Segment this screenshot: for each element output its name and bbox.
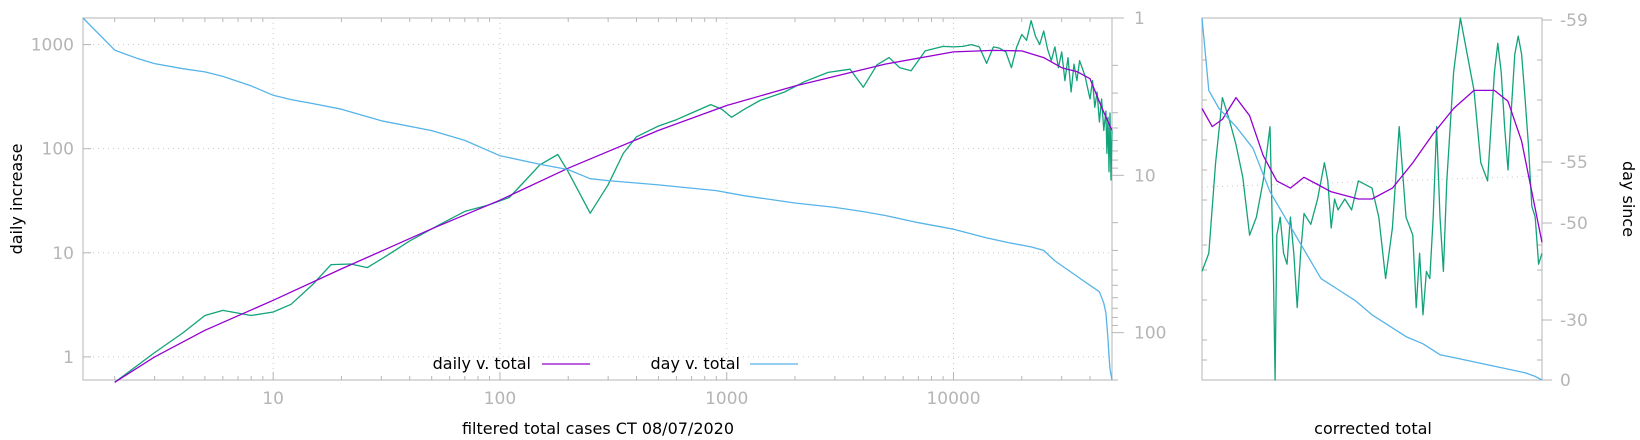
main-gridlines [83,18,1112,380]
main-y-axis-label: daily increase [7,144,26,255]
main-x-axis-label: filtered total cases CT 08/07/2020 [462,419,734,438]
inset-y2-tick-label: 0 [1560,371,1571,391]
y-tick-label: 1000 [31,36,74,56]
inset-series-line-day [1201,17,1543,381]
series-line-daily [114,19,1113,383]
inset-series-line-daily [1201,17,1543,381]
series-line-day [82,17,1113,381]
main-plot-frame [82,17,1113,381]
x-tick-label: 10000 [926,389,980,409]
inset-gridline [1201,175,1543,188]
y2-tick-label: 100 [1134,324,1166,344]
y2-tick-label: 10 [1134,166,1156,186]
legend-entry-label: day v. total [651,354,741,373]
main-chart-panel: 10 100 1000 10000 1 10 100 1000 1 10 100 filtered … [7,9,1166,438]
inset-plot-frame [1201,17,1543,381]
inset-axis-ticks: -59 -55 -50 -30 0 [1202,11,1588,391]
x-tick-label: 100 [484,389,516,409]
inset-y2-tick-label: -55 [1560,153,1588,173]
legend: daily v. total day v. total [433,354,798,373]
main-series [82,17,1113,383]
inset-chart-panel: -59 -55 -50 -30 0 corrected total day since [1201,11,1638,438]
legend-entry-label: daily v. total [433,354,531,373]
y-tick-label: 10 [52,244,74,264]
x-tick-label: 1000 [705,389,748,409]
y-tick-label: 100 [42,140,74,160]
inset-series-line-fit [1201,89,1543,243]
inset-y2-tick-label: -59 [1560,11,1588,31]
main-axis-ticks: 10 100 1000 10000 1 10 100 1000 1 10 100 [31,9,1167,409]
inset-series [1201,17,1543,381]
inset-y2-tick-label: -30 [1560,311,1588,331]
y-tick-label: 1 [63,348,74,368]
inset-y2-tick-label: -50 [1560,214,1588,234]
y2-tick-label: 1 [1134,9,1145,29]
series-line-fit [114,49,1113,383]
inset-x-axis-label: corrected total [1314,419,1432,438]
x-tick-label: 10 [262,389,284,409]
inset-y2-axis-label: day since [1619,161,1638,237]
